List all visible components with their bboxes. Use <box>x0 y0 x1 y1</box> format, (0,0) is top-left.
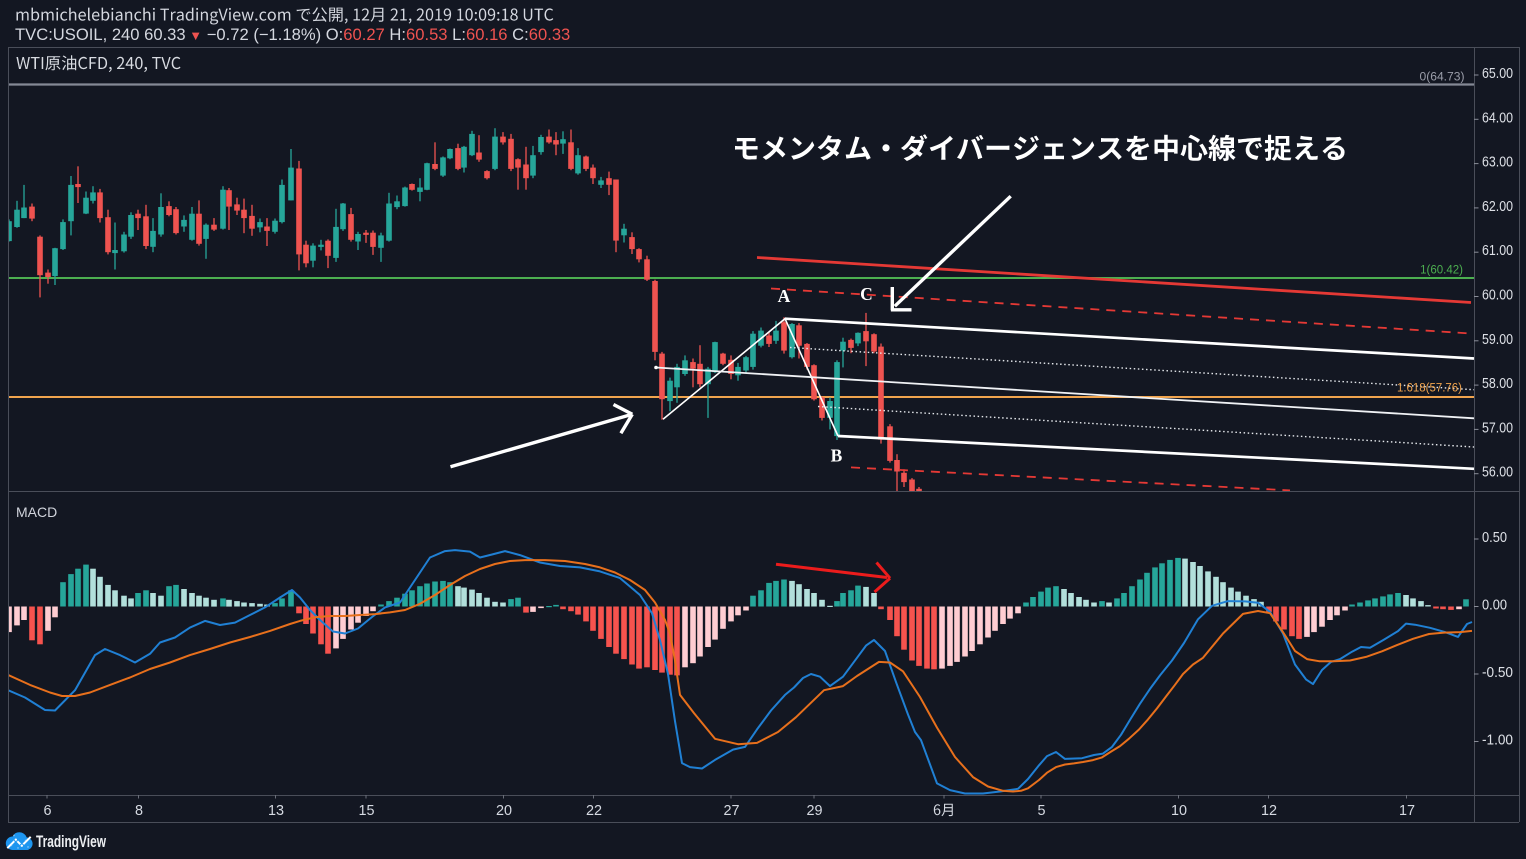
svg-text:10: 10 <box>1171 803 1187 819</box>
svg-text:13: 13 <box>268 803 284 819</box>
svg-text:1.618(57.76): 1.618(57.76) <box>1397 383 1462 395</box>
svg-text:TVC:USOIL, 240 60.33 ▼ −0.72 (: TVC:USOIL, 240 60.33 ▼ −0.72 (−1.18%) O:… <box>15 25 570 44</box>
svg-text:0(64.73): 0(64.73) <box>1420 72 1465 84</box>
svg-text:-1.00: -1.00 <box>1482 733 1513 749</box>
svg-text:0.50: 0.50 <box>1482 530 1507 546</box>
svg-text:12: 12 <box>1261 803 1277 819</box>
svg-text:22: 22 <box>586 803 602 819</box>
svg-text:62.00: 62.00 <box>1482 199 1513 215</box>
svg-text:65.00: 65.00 <box>1482 66 1513 82</box>
svg-text:C: C <box>860 284 873 304</box>
svg-text:TradingView: TradingView <box>36 833 106 851</box>
svg-text:B: B <box>831 446 843 466</box>
svg-text:1(60.42): 1(60.42) <box>1420 265 1463 277</box>
svg-text:MACD: MACD <box>16 504 57 520</box>
svg-text:27: 27 <box>723 803 739 819</box>
svg-text:A: A <box>778 286 791 306</box>
svg-text:20: 20 <box>496 803 512 819</box>
svg-text:63.00: 63.00 <box>1482 155 1513 171</box>
svg-text:29: 29 <box>806 803 822 819</box>
svg-text:60.00: 60.00 <box>1482 288 1513 304</box>
svg-text:64.00: 64.00 <box>1482 110 1513 126</box>
svg-text:17: 17 <box>1399 803 1415 819</box>
svg-text:0.00: 0.00 <box>1482 598 1507 614</box>
svg-text:59.00: 59.00 <box>1482 332 1513 348</box>
svg-text:56.00: 56.00 <box>1482 465 1513 481</box>
svg-text:58.00: 58.00 <box>1482 376 1513 392</box>
svg-text:5: 5 <box>1037 803 1045 819</box>
svg-text:61.00: 61.00 <box>1482 243 1513 259</box>
svg-text:6: 6 <box>43 803 51 819</box>
svg-text:-0.50: -0.50 <box>1482 665 1513 681</box>
svg-text:57.00: 57.00 <box>1482 420 1513 436</box>
svg-text:8: 8 <box>135 803 143 819</box>
svg-text:15: 15 <box>358 803 374 819</box>
